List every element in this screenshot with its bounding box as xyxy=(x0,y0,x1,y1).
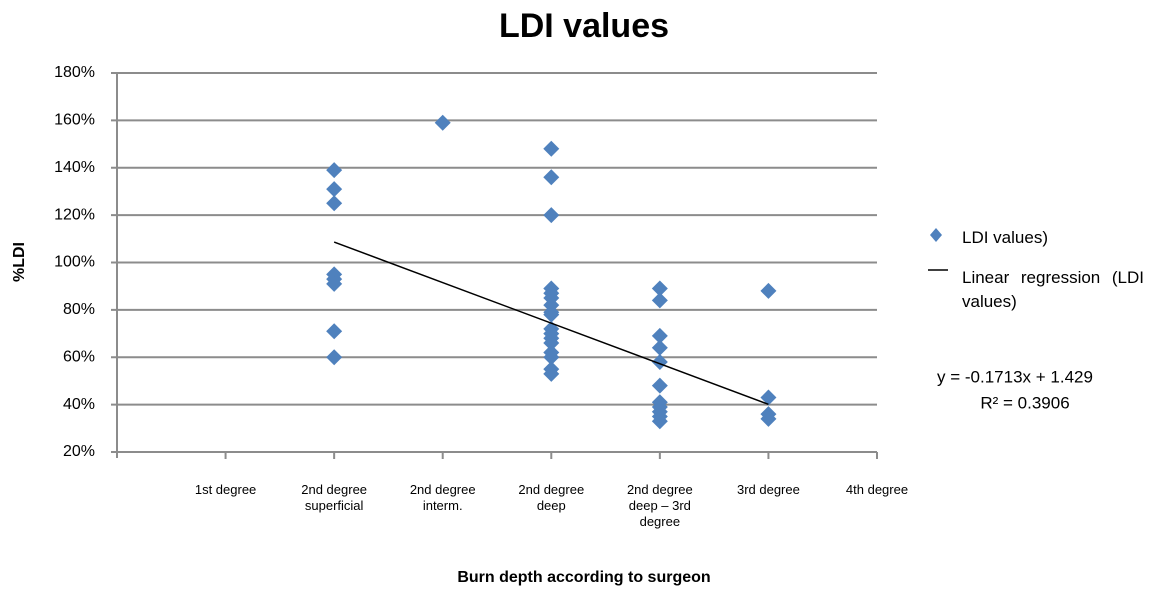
y-tick-label: 40% xyxy=(63,396,95,413)
y-tick-label: 100% xyxy=(54,254,95,271)
x-tick-label: 2nd degree deep xyxy=(518,482,585,513)
x-tick-label: 3rd degree xyxy=(736,482,800,497)
x-tick-label: 4th degree xyxy=(845,482,909,497)
equation: y = -0.1713x + 1.429 xyxy=(937,367,1093,386)
marker xyxy=(651,280,668,297)
legend-marker xyxy=(930,228,942,242)
marker xyxy=(434,114,451,131)
marker xyxy=(651,413,668,430)
marker xyxy=(651,327,668,344)
legend-label: LDI values) xyxy=(962,228,1048,247)
marker xyxy=(543,349,560,366)
marker xyxy=(543,207,560,224)
x-tick-label: 2nd degree superficial xyxy=(301,482,368,513)
marker xyxy=(651,339,668,356)
marker xyxy=(651,377,668,394)
marker xyxy=(326,349,343,366)
marker xyxy=(326,275,343,292)
x-tick-label: 1st degree xyxy=(194,482,257,497)
marker xyxy=(543,140,560,157)
marker xyxy=(760,389,777,406)
marker xyxy=(760,410,777,427)
marker xyxy=(326,162,343,179)
marker xyxy=(760,282,777,299)
y-axis-title: %LDI xyxy=(11,242,28,282)
y-tick-label: 140% xyxy=(54,159,95,176)
r-squared: R² = 0.3906 xyxy=(980,393,1069,412)
marker xyxy=(326,323,343,340)
marker xyxy=(326,181,343,198)
chart-title: LDI values xyxy=(499,7,669,45)
trendline xyxy=(333,241,769,406)
marker xyxy=(543,306,560,323)
y-tick-label: 180% xyxy=(54,64,95,81)
marker xyxy=(543,169,560,186)
y-tick-label: 120% xyxy=(54,206,95,223)
x-axis-title: Burn depth according to surgeon xyxy=(457,569,710,586)
marker xyxy=(543,365,560,382)
x-tick-label: 2nd degree interm. xyxy=(409,482,476,513)
y-tick-label: 60% xyxy=(63,348,95,365)
y-tick-label: 80% xyxy=(63,301,95,318)
marker xyxy=(543,335,560,352)
marker xyxy=(651,292,668,309)
x-tick-label: 2nd degree deep – 3rd degree xyxy=(626,482,693,529)
legend-label: Linear regression (LDI values) xyxy=(962,268,1144,311)
marker xyxy=(326,195,343,212)
y-tick-label: 160% xyxy=(54,112,95,129)
y-tick-label: 20% xyxy=(63,443,95,460)
